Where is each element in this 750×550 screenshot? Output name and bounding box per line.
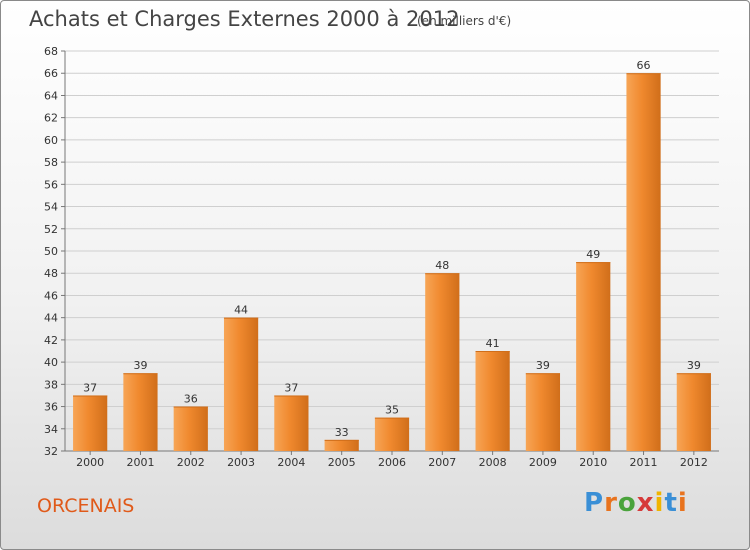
data-label: 39 xyxy=(536,359,550,372)
bar xyxy=(676,373,711,451)
chart-subtitle: (en milliers d'€) xyxy=(417,14,512,28)
data-label: 37 xyxy=(284,381,298,394)
y-tick-label: 58 xyxy=(44,156,58,169)
y-tick-label: 44 xyxy=(44,312,58,325)
x-tick-label: 2001 xyxy=(126,456,154,469)
x-tick-label: 2008 xyxy=(479,456,507,469)
bar xyxy=(274,395,309,451)
x-tick-label: 2006 xyxy=(378,456,406,469)
y-tick-label: 40 xyxy=(44,356,58,369)
y-tick-label: 38 xyxy=(44,378,58,391)
x-tick-label: 2010 xyxy=(579,456,607,469)
bar xyxy=(73,395,108,451)
y-tick-label: 52 xyxy=(44,223,58,236)
grid-lines xyxy=(65,50,719,452)
y-tick-label: 54 xyxy=(44,201,58,214)
y-tick-label: 50 xyxy=(44,245,58,258)
chart-title: Achats et Charges Externes 2000 à 2012 xyxy=(29,7,460,31)
logo-letter: i xyxy=(677,488,688,518)
x-tick-label: 2004 xyxy=(277,456,305,469)
axes xyxy=(61,50,719,455)
y-tick-label: 68 xyxy=(44,45,58,58)
bar xyxy=(374,417,410,451)
data-label: 49 xyxy=(586,248,600,261)
logo-letter: i xyxy=(654,488,665,518)
data-label: 44 xyxy=(234,304,248,317)
data-label: 37 xyxy=(83,381,97,394)
bar xyxy=(525,373,561,451)
y-tick-label: 62 xyxy=(44,112,58,125)
y-tick-label: 64 xyxy=(44,89,58,102)
logo-letter: t xyxy=(664,488,678,518)
y-tick-label: 66 xyxy=(44,67,58,80)
x-tick-label: 2007 xyxy=(428,456,456,469)
x-tick-label: 2005 xyxy=(328,456,356,469)
logo-letter: x xyxy=(636,488,655,518)
data-label: 39 xyxy=(133,359,147,372)
y-tick-label: 32 xyxy=(44,445,58,458)
x-tick-label: 2002 xyxy=(177,456,205,469)
bar xyxy=(425,273,460,451)
y-tick-label: 46 xyxy=(44,289,58,302)
y-tick-label: 56 xyxy=(44,178,58,191)
bar xyxy=(123,373,158,451)
x-tick-label: 2009 xyxy=(529,456,557,469)
proxiti-logo: Proxiti xyxy=(584,488,688,518)
data-label: 36 xyxy=(184,393,198,406)
y-tick-label: 42 xyxy=(44,334,58,347)
bar xyxy=(324,439,359,451)
x-tick-label: 2011 xyxy=(630,456,658,469)
logo-letter: r xyxy=(604,488,618,518)
x-tick-label: 2000 xyxy=(76,456,104,469)
data-label: 33 xyxy=(335,426,349,439)
bar xyxy=(626,73,661,451)
y-tick-label: 60 xyxy=(44,134,58,147)
x-tick-label: 2012 xyxy=(680,456,708,469)
bar xyxy=(223,317,259,451)
bar xyxy=(576,262,611,451)
y-tick-label: 36 xyxy=(44,401,58,414)
y-tick-label: 34 xyxy=(44,423,58,436)
logo-letter: o xyxy=(617,488,637,518)
tick-labels: 32 34 36 38 40 42 44 46 48 50 52 54 56 58 60 62 64 66 68 20… xyxy=(44,45,708,469)
y-tick-label: 48 xyxy=(44,267,58,280)
data-label: 66 xyxy=(637,59,651,72)
x-tick-label: 2003 xyxy=(227,456,255,469)
bar xyxy=(475,351,510,451)
data-label: 48 xyxy=(435,259,449,272)
data-label: 41 xyxy=(486,337,500,350)
bar xyxy=(173,406,208,451)
bars xyxy=(73,73,711,451)
data-label: 35 xyxy=(385,404,399,417)
logo-letter: P xyxy=(584,488,605,518)
commune-name: ORCENAIS xyxy=(37,495,135,517)
data-label: 39 xyxy=(687,359,701,372)
data-labels: 37 39 36 44 37 33 35 48 41 39 49 66 39 xyxy=(83,59,701,439)
